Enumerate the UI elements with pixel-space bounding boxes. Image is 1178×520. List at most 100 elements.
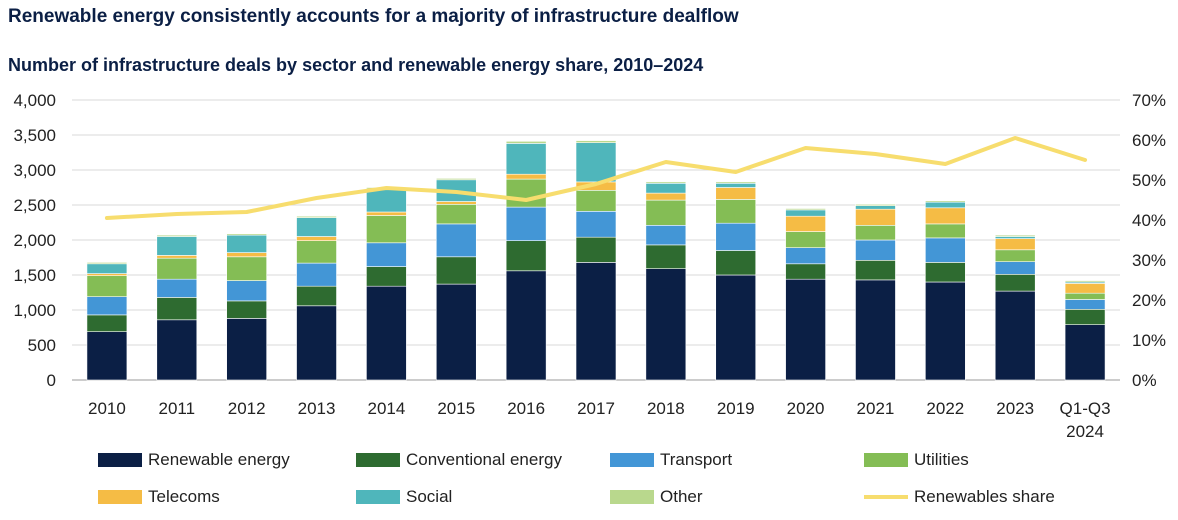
legend-label: Utilities (914, 450, 969, 469)
legend-label: Renewables share (914, 487, 1055, 506)
legend-item-transport: Transport (610, 450, 732, 470)
legend-item-social: Social (356, 487, 452, 507)
bar-conventional-energy (366, 266, 407, 287)
bar-telecoms (366, 211, 407, 216)
bar-social (994, 236, 1036, 239)
bar-utilities (366, 215, 407, 244)
stacked-bar-chart: 0 500 1,000 1,500 2,000 2,500 3,000 3,500 4,000 0… (13, 91, 1166, 441)
bar-renewable-energy (1064, 324, 1106, 381)
bar-utilities (994, 249, 1036, 263)
bar-social (156, 236, 198, 256)
bar-conventional-energy (855, 259, 896, 281)
bar-social (575, 142, 617, 183)
bar-transport (296, 262, 337, 287)
bar-social (86, 263, 128, 274)
y-left-tick-label: 2,500 (13, 196, 56, 215)
bar-utilities (156, 257, 198, 280)
bar-telecoms (86, 273, 128, 277)
x-tick-label: 2017 (577, 399, 615, 418)
bar-transport (994, 261, 1036, 275)
bar-social (925, 201, 966, 209)
y-right-tick-label: 70% (1132, 91, 1166, 110)
bar-renewable-energy (785, 278, 826, 381)
bar-renewable-energy (575, 262, 617, 381)
bar-other (715, 181, 757, 184)
y-left-tick-label: 1,000 (13, 301, 56, 320)
bar-utilities (296, 240, 337, 264)
bar-social (296, 217, 337, 237)
legend-item-telecoms: Telecoms (98, 487, 220, 507)
bar-transport (505, 206, 547, 242)
legend-line-swatch (864, 495, 908, 499)
bar-utilities (785, 231, 826, 249)
bar-transport (156, 278, 198, 298)
legend-swatch (864, 453, 908, 467)
bar-other (156, 234, 198, 237)
bar-social (505, 143, 547, 175)
bar-conventional-energy (715, 250, 757, 276)
y-left-tick-label: 0 (47, 371, 56, 390)
bar-transport (715, 222, 757, 251)
bar-transport (435, 223, 477, 258)
bar-social (855, 205, 896, 210)
legend-label: Renewable energy (148, 450, 290, 469)
bar-telecoms (1064, 283, 1106, 294)
bar-telecoms (505, 173, 547, 180)
bar-social (645, 183, 687, 194)
legend-item-renewables-share: Renewables share (864, 487, 1055, 507)
bar-conventional-energy (575, 236, 617, 263)
bar-telecoms (855, 208, 896, 226)
bar-utilities (226, 256, 267, 281)
legend-label: Transport (660, 450, 733, 469)
y-right-tick-label: 20% (1132, 291, 1166, 310)
legend-item-renewable-energy: Renewable energy (98, 450, 290, 470)
x-tick-label: 2020 (787, 399, 825, 418)
bar-conventional-energy (994, 273, 1036, 292)
bar-other (86, 262, 128, 265)
bar-other (505, 141, 547, 144)
bar-telecoms (994, 238, 1036, 251)
bar-transport (855, 239, 896, 261)
bar-social (785, 209, 826, 217)
bar-conventional-energy (296, 285, 337, 307)
bar-renewable-energy (645, 268, 687, 381)
bar-renewable-energy (715, 274, 757, 381)
bar-conventional-energy (156, 297, 198, 321)
bar-telecoms (645, 192, 687, 201)
bar-conventional-energy (785, 263, 826, 280)
bar-transport (366, 242, 407, 267)
bar-other (994, 234, 1036, 237)
bar-utilities (645, 199, 687, 226)
legend-swatch (98, 453, 142, 467)
y-left-tick-label: 1,500 (13, 266, 56, 285)
bar-transport (785, 247, 826, 265)
x-tick-label: 2010 (88, 399, 126, 418)
chart-title: Renewable energy consistently accounts f… (8, 6, 739, 27)
bar-telecoms (296, 236, 337, 241)
x-tick-label: 2023 (996, 399, 1034, 418)
bar-utilities (86, 275, 128, 298)
bar-renewable-energy (86, 331, 128, 381)
bar-conventional-energy (925, 262, 966, 283)
bar-renewable-energy (994, 290, 1036, 381)
bar-renewable-energy (296, 305, 337, 381)
chart-legend: Renewable energy Conventional energy Tra… (98, 450, 1178, 514)
x-tick-label: 2016 (507, 399, 545, 418)
bar-renewable-energy (505, 270, 547, 381)
legend-item-conventional-energy: Conventional energy (356, 450, 562, 470)
bar-renewable-energy (226, 318, 267, 381)
legend-label: Telecoms (148, 487, 220, 506)
bar-utilities (435, 204, 477, 225)
bar-conventional-energy (226, 300, 267, 319)
bar-utilities (1064, 292, 1106, 300)
bar-conventional-energy (86, 314, 128, 332)
bar-conventional-energy (435, 256, 477, 285)
legend-label: Other (660, 487, 703, 506)
bar-renewable-energy (366, 285, 407, 381)
bar-utilities (505, 178, 547, 208)
bar-telecoms (435, 201, 477, 205)
x-tick-label: 2024 (1066, 422, 1104, 441)
bar-utilities (855, 225, 896, 241)
legend-swatch (610, 453, 654, 467)
bar-telecoms (925, 207, 966, 225)
